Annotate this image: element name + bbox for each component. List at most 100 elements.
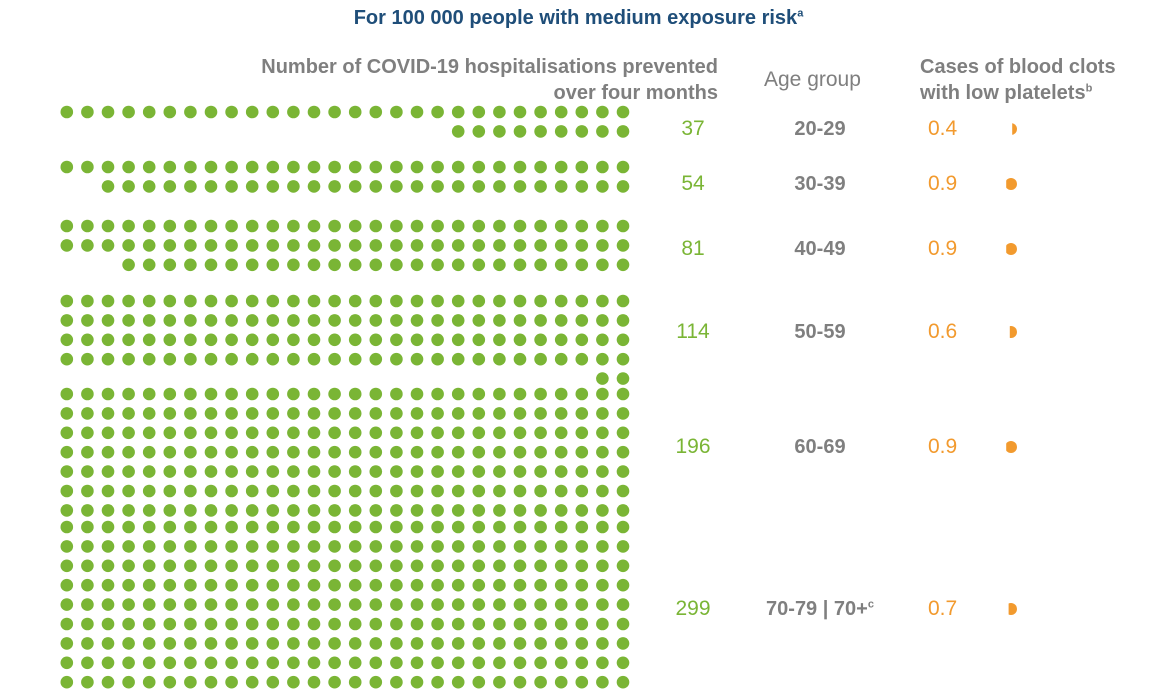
hospitalisation-dot	[554, 504, 568, 517]
hospitalisation-dot	[616, 160, 630, 174]
hospitalisation-dot	[245, 105, 259, 119]
hospitalisation-dot	[493, 314, 506, 327]
hospitalisation-dot	[60, 465, 74, 478]
hospitalisation-dot	[245, 540, 259, 553]
hospitalisation-dot	[142, 352, 156, 366]
hospitalisation-dot	[184, 160, 197, 174]
hospitalisation-dot	[225, 160, 238, 174]
hospitalisation-dot	[81, 352, 94, 366]
hospitalisation-dot	[431, 294, 444, 308]
hospitalisation-dot	[81, 578, 94, 592]
hospitalisation-dot	[60, 656, 74, 670]
hospitalisation-dot	[184, 219, 197, 233]
hospitalisation-dot	[122, 656, 135, 670]
hospitalisation-dot	[307, 578, 321, 592]
hospitalisation-dot	[81, 559, 94, 573]
hospitalisation-dot	[81, 656, 94, 670]
hospitalisation-dot	[410, 105, 424, 119]
hospitalisation-dot	[513, 520, 527, 534]
blood-clots-header-line2: with low plateletsb	[920, 82, 1093, 104]
hospitalisation-dot	[431, 637, 444, 650]
hospitalisation-dot	[472, 617, 486, 631]
hospitalisation-dot	[101, 637, 115, 650]
hospitalisation-dot	[204, 352, 218, 366]
hospitalisation-dot	[616, 314, 630, 327]
hospitalisation-dot	[390, 656, 403, 670]
hospitalisation-dot	[410, 637, 424, 650]
hospitalisation-dot	[493, 387, 506, 401]
hospitalisation-dot	[390, 105, 403, 119]
hospitalisation-dot	[142, 239, 156, 252]
hospitalisation-dot	[225, 540, 238, 553]
hospitalisation-dot	[307, 559, 321, 573]
hospitalisation-dot	[266, 445, 280, 459]
hospitalisation-dot	[575, 258, 589, 272]
hospitalisation-dot	[575, 484, 589, 498]
hospitalisation-dot	[369, 617, 383, 631]
hospitalisation-dot	[410, 333, 424, 347]
hospitalisation-dot	[369, 426, 383, 440]
chart-title: For 100 000 people with medium exposure …	[353, 7, 804, 29]
hospitalisation-dot	[472, 465, 486, 478]
hospitalisation-dot	[575, 578, 589, 592]
hospitalisation-dot	[513, 387, 527, 401]
hospitalisation-dot	[225, 520, 238, 534]
hospitalisation-dot	[534, 598, 547, 611]
hospitalisation-dot	[60, 540, 74, 553]
hospitalisation-dot	[266, 520, 280, 534]
hospitalisation-dot	[472, 540, 486, 553]
hospitalisation-dot	[493, 578, 506, 592]
hospitalisation-dot	[122, 352, 135, 366]
hospitalisation-dot	[142, 333, 156, 347]
hospitalisation-dot	[101, 656, 115, 670]
hospitalisation-dot	[204, 484, 218, 498]
hospitalisation-dot	[225, 617, 238, 631]
hospitalisation-dot	[410, 426, 424, 440]
hospitalisation-dot	[81, 540, 94, 553]
hospitalisation-dot	[245, 352, 259, 366]
hospitalisation-dot	[596, 160, 609, 174]
hospitalisation-dot	[493, 294, 506, 308]
hospitalisation-dot	[534, 675, 547, 689]
hospitalisation-dot	[513, 125, 527, 138]
hospitalisation-dot	[493, 656, 506, 670]
hospitalisation-dot	[101, 294, 115, 308]
hospitalisation-dot	[451, 125, 465, 138]
hospitalisation-dot	[390, 352, 403, 366]
hospitalisation-dot	[287, 617, 300, 631]
hospitalisation-dot	[122, 637, 135, 650]
hospitalisation-dot	[163, 617, 177, 631]
hospitalisation-dot	[596, 239, 609, 252]
hospitalisation-dot	[348, 180, 362, 193]
hospitalisation-dot	[122, 239, 135, 252]
hospitalisation-dot	[451, 578, 465, 592]
hospitalisation-dot	[328, 314, 341, 327]
hospitalisation-dot	[163, 484, 177, 498]
hospitalisation-dot	[616, 219, 630, 233]
hospitalisation-dot	[431, 239, 444, 252]
hospitalisation-dot	[287, 484, 300, 498]
hospitalisation-dot	[534, 465, 547, 478]
hospitalisation-dot	[554, 656, 568, 670]
hospitalisation-dot	[122, 578, 135, 592]
hospitalisation-dot	[575, 598, 589, 611]
hospitalisation-dot	[163, 219, 177, 233]
hospitalisation-dot	[122, 407, 135, 420]
hospitalisation-dot	[431, 258, 444, 272]
hospitalisation-dot	[142, 105, 156, 119]
hospitalisation-dot	[204, 559, 218, 573]
hospitalisation-dot	[554, 180, 568, 193]
hospitalisation-dot	[81, 637, 94, 650]
hospitalisation-dot	[245, 465, 259, 478]
hospitalisation-dot	[184, 239, 197, 252]
hospitalisation-dot	[142, 520, 156, 534]
hospitalisation-dot	[493, 540, 506, 553]
hospitalisation-dot	[60, 407, 74, 420]
hospitalisation-dot	[513, 407, 527, 420]
hospitalisation-dot	[266, 465, 280, 478]
hospitalisation-dot	[60, 598, 74, 611]
hospitalisation-dot	[348, 407, 362, 420]
hospitalisation-dot	[493, 239, 506, 252]
hospitalisation-dot	[287, 258, 300, 272]
